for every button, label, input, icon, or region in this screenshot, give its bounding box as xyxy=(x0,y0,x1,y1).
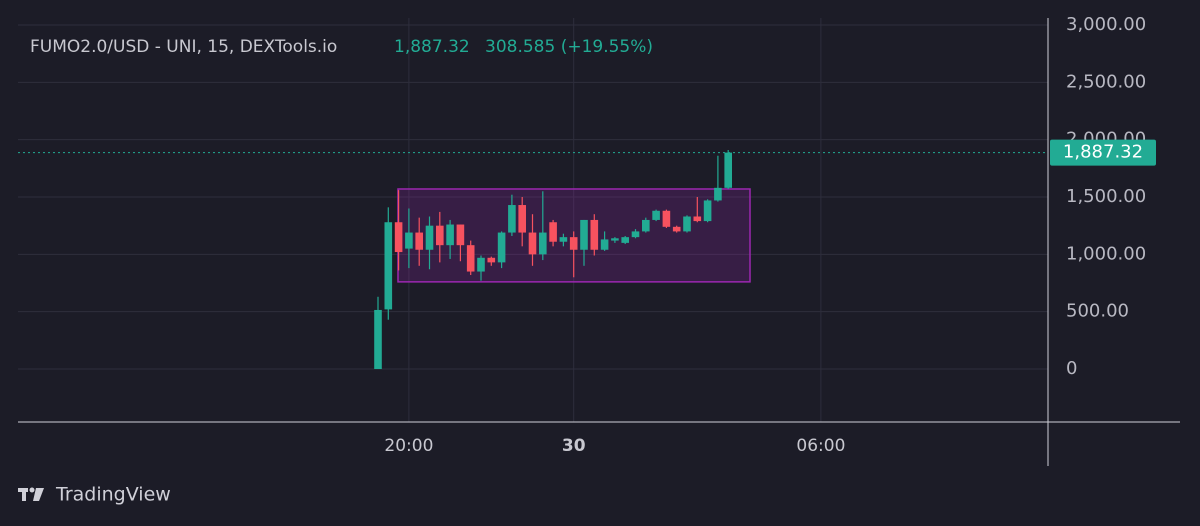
candle-body xyxy=(724,152,732,188)
candle-body xyxy=(394,222,403,253)
candle-body xyxy=(693,216,702,222)
candle-body xyxy=(539,232,547,255)
candle-body xyxy=(652,210,660,220)
y-tick-label: 3,000.00 xyxy=(1066,14,1146,35)
candle-body xyxy=(466,245,475,272)
candle-body xyxy=(621,237,629,243)
candle-body xyxy=(477,257,485,272)
x-tick-label: 20:00 xyxy=(384,436,433,456)
y-tick-label: 0 xyxy=(1066,358,1077,379)
candle-body xyxy=(405,232,413,249)
candle-body xyxy=(590,219,599,250)
candle-body xyxy=(642,219,650,232)
candle-body xyxy=(600,239,609,250)
last-price-tag-label: 1,887.32 xyxy=(1063,142,1143,163)
candle-body xyxy=(436,225,444,246)
x-tick-label: 30 xyxy=(562,436,586,456)
candle-body xyxy=(549,222,557,242)
candle-body xyxy=(683,216,691,232)
candle-body xyxy=(703,200,712,222)
marks xyxy=(374,149,751,370)
candle-body xyxy=(456,224,465,246)
y-tick-label: 1,000.00 xyxy=(1066,243,1146,264)
last-price-tag xyxy=(1050,139,1156,166)
candle-body xyxy=(374,309,382,370)
y-tick-label: 1,500.00 xyxy=(1066,186,1146,207)
candle-body xyxy=(446,224,454,246)
candle-body xyxy=(662,210,671,227)
candle-body xyxy=(580,219,588,250)
candle-body xyxy=(672,226,681,232)
candle-body xyxy=(569,237,578,250)
last-price: 1,887.32 xyxy=(394,37,470,57)
candle-body xyxy=(384,222,393,310)
candle-body xyxy=(528,232,537,255)
candle-body xyxy=(631,231,640,238)
brand: TradingView xyxy=(55,484,171,506)
chart-title: FUMO2.0/USD - UNI, 15, DEXTools.io xyxy=(30,37,337,57)
candle-body xyxy=(518,205,526,233)
candle-body xyxy=(611,238,619,241)
y-tick-label: 2,500.00 xyxy=(1066,71,1146,92)
change-label: 308.585 (+19.55%) xyxy=(485,37,653,57)
y-tick-label: 500.00 xyxy=(1066,301,1129,322)
candle-body xyxy=(487,257,496,263)
candle-body xyxy=(415,232,423,250)
candle-body xyxy=(714,187,722,201)
candle-body xyxy=(508,205,516,233)
candle-body xyxy=(425,225,434,250)
x-tick-label: 06:00 xyxy=(796,436,845,456)
candle-body xyxy=(497,232,506,263)
brand-logo xyxy=(18,487,44,501)
candle-body xyxy=(559,237,568,242)
